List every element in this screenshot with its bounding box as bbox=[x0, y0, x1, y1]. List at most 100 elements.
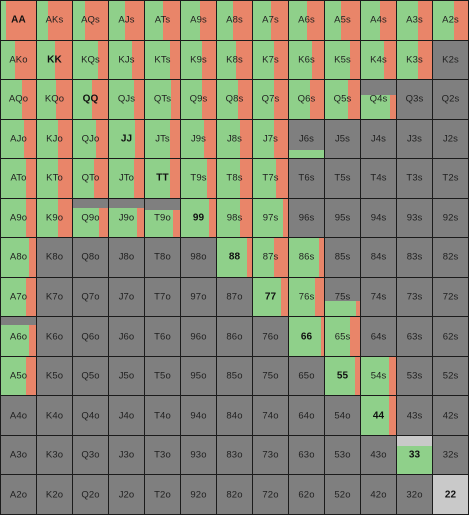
hand-cell-qjs[interactable]: QJs bbox=[109, 80, 144, 119]
hand-cell-j3o[interactable]: J3o bbox=[109, 435, 144, 475]
hand-cell-63o[interactable]: 63o bbox=[289, 435, 324, 475]
hand-cell-j7o[interactable]: J7o bbox=[109, 277, 144, 317]
hand-cell-92o[interactable]: 92o bbox=[181, 475, 216, 514]
hand-cell-t2o[interactable]: T2o bbox=[145, 475, 180, 514]
hand-cell-q3o[interactable]: Q3o bbox=[73, 435, 108, 475]
hand-cell-a9s[interactable]: A9s bbox=[181, 1, 216, 40]
hand-cell-a4s[interactable]: A4s bbox=[361, 1, 396, 40]
hand-cell-a3o[interactable]: A3o bbox=[1, 435, 36, 475]
hand-cell-t7s[interactable]: T7s bbox=[253, 159, 288, 198]
hand-cell-qjo[interactable]: QJo bbox=[73, 119, 108, 159]
hand-cell-q8s[interactable]: Q8s bbox=[217, 80, 252, 119]
hand-cell-q6o[interactable]: Q6o bbox=[73, 317, 108, 356]
hand-cell-q4s[interactable]: Q4s bbox=[361, 80, 396, 119]
hand-cell-86s[interactable]: 86s bbox=[289, 238, 324, 277]
hand-cell-42s[interactable]: 42s bbox=[433, 396, 468, 435]
hand-cell-a5o[interactable]: A5o bbox=[1, 356, 36, 396]
hand-cell-93s[interactable]: 93s bbox=[397, 198, 432, 238]
hand-cell-a6o[interactable]: A6o bbox=[1, 317, 36, 356]
hand-cell-64o[interactable]: 64o bbox=[289, 396, 324, 435]
hand-cell-73s[interactable]: 73s bbox=[397, 277, 432, 317]
hand-cell-42o[interactable]: 42o bbox=[361, 475, 396, 514]
hand-cell-85o[interactable]: 85o bbox=[217, 356, 252, 396]
hand-cell-j5o[interactable]: J5o bbox=[109, 356, 144, 396]
hand-cell-q4o[interactable]: Q4o bbox=[73, 396, 108, 435]
hand-cell-k4s[interactable]: K4s bbox=[361, 40, 396, 80]
hand-cell-kqs[interactable]: KQs bbox=[73, 40, 108, 80]
hand-cell-72s[interactable]: 72s bbox=[433, 277, 468, 317]
hand-cell-j3s[interactable]: J3s bbox=[397, 119, 432, 159]
hand-cell-33[interactable]: 33 bbox=[397, 435, 432, 475]
hand-cell-aqo[interactable]: AQo bbox=[1, 80, 36, 119]
hand-cell-a9o[interactable]: A9o bbox=[1, 198, 36, 238]
hand-cell-43o[interactable]: 43o bbox=[361, 435, 396, 475]
hand-cell-65o[interactable]: 65o bbox=[289, 356, 324, 396]
hand-cell-ato[interactable]: ATo bbox=[1, 159, 36, 198]
hand-cell-ats[interactable]: ATs bbox=[145, 1, 180, 40]
hand-cell-52o[interactable]: 52o bbox=[325, 475, 360, 514]
hand-cell-96o[interactable]: 96o bbox=[181, 317, 216, 356]
hand-cell-99[interactable]: 99 bbox=[181, 198, 216, 238]
hand-cell-j6s[interactable]: J6s bbox=[289, 119, 324, 159]
hand-cell-43s[interactable]: 43s bbox=[397, 396, 432, 435]
hand-cell-73o[interactable]: 73o bbox=[253, 435, 288, 475]
hand-cell-74o[interactable]: 74o bbox=[253, 396, 288, 435]
hand-cell-jts[interactable]: JTs bbox=[145, 119, 180, 159]
hand-cell-q3s[interactable]: Q3s bbox=[397, 80, 432, 119]
hand-cell-22[interactable]: 22 bbox=[433, 475, 468, 514]
hand-cell-a6s[interactable]: A6s bbox=[289, 1, 324, 40]
hand-cell-53s[interactable]: 53s bbox=[397, 356, 432, 396]
hand-cell-j5s[interactable]: J5s bbox=[325, 119, 360, 159]
hand-cell-a3s[interactable]: A3s bbox=[397, 1, 432, 40]
hand-cell-a4o[interactable]: A4o bbox=[1, 396, 36, 435]
hand-cell-84s[interactable]: 84s bbox=[361, 238, 396, 277]
hand-cell-87s[interactable]: 87s bbox=[253, 238, 288, 277]
hand-cell-k7s[interactable]: K7s bbox=[253, 40, 288, 80]
hand-cell-98o[interactable]: 98o bbox=[181, 238, 216, 277]
hand-cell-q9s[interactable]: Q9s bbox=[181, 80, 216, 119]
hand-cell-87o[interactable]: 87o bbox=[217, 277, 252, 317]
hand-cell-77[interactable]: 77 bbox=[253, 277, 288, 317]
hand-cell-83s[interactable]: 83s bbox=[397, 238, 432, 277]
hand-cell-65s[interactable]: 65s bbox=[325, 317, 360, 356]
hand-cell-72o[interactable]: 72o bbox=[253, 475, 288, 514]
hand-cell-k9o[interactable]: K9o bbox=[37, 198, 72, 238]
hand-cell-86o[interactable]: 86o bbox=[217, 317, 252, 356]
hand-cell-64s[interactable]: 64s bbox=[361, 317, 396, 356]
hand-cell-ako[interactable]: AKo bbox=[1, 40, 36, 80]
hand-cell-55[interactable]: 55 bbox=[325, 356, 360, 396]
hand-cell-t6s[interactable]: T6s bbox=[289, 159, 324, 198]
hand-cell-97s[interactable]: 97s bbox=[253, 198, 288, 238]
hand-cell-j7s[interactable]: J7s bbox=[253, 119, 288, 159]
hand-cell-q5o[interactable]: Q5o bbox=[73, 356, 108, 396]
hand-cell-kjo[interactable]: KJo bbox=[37, 119, 72, 159]
hand-cell-k3s[interactable]: K3s bbox=[397, 40, 432, 80]
hand-cell-k8s[interactable]: K8s bbox=[217, 40, 252, 80]
hand-cell-54o[interactable]: 54o bbox=[325, 396, 360, 435]
hand-cell-t7o[interactable]: T7o bbox=[145, 277, 180, 317]
hand-cell-93o[interactable]: 93o bbox=[181, 435, 216, 475]
hand-cell-qto[interactable]: QTo bbox=[73, 159, 108, 198]
hand-cell-82s[interactable]: 82s bbox=[433, 238, 468, 277]
hand-cell-k4o[interactable]: K4o bbox=[37, 396, 72, 435]
hand-cell-q9o[interactable]: Q9o bbox=[73, 198, 108, 238]
hand-cell-kqo[interactable]: KQo bbox=[37, 80, 72, 119]
hand-cell-t8o[interactable]: T8o bbox=[145, 238, 180, 277]
hand-cell-j9s[interactable]: J9s bbox=[181, 119, 216, 159]
hand-cell-t5s[interactable]: T5s bbox=[325, 159, 360, 198]
hand-cell-74s[interactable]: 74s bbox=[361, 277, 396, 317]
hand-cell-98s[interactable]: 98s bbox=[217, 198, 252, 238]
hand-cell-92s[interactable]: 92s bbox=[433, 198, 468, 238]
hand-cell-32o[interactable]: 32o bbox=[397, 475, 432, 514]
hand-cell-32s[interactable]: 32s bbox=[433, 435, 468, 475]
hand-cell-k7o[interactable]: K7o bbox=[37, 277, 72, 317]
hand-cell-j6o[interactable]: J6o bbox=[109, 317, 144, 356]
hand-cell-k6s[interactable]: K6s bbox=[289, 40, 324, 80]
hand-cell-94s[interactable]: 94s bbox=[361, 198, 396, 238]
hand-cell-qq[interactable]: QQ bbox=[73, 80, 108, 119]
hand-cell-j4s[interactable]: J4s bbox=[361, 119, 396, 159]
hand-cell-a7s[interactable]: A7s bbox=[253, 1, 288, 40]
hand-cell-t3o[interactable]: T3o bbox=[145, 435, 180, 475]
hand-cell-t9o[interactable]: T9o bbox=[145, 198, 180, 238]
hand-cell-q5s[interactable]: Q5s bbox=[325, 80, 360, 119]
